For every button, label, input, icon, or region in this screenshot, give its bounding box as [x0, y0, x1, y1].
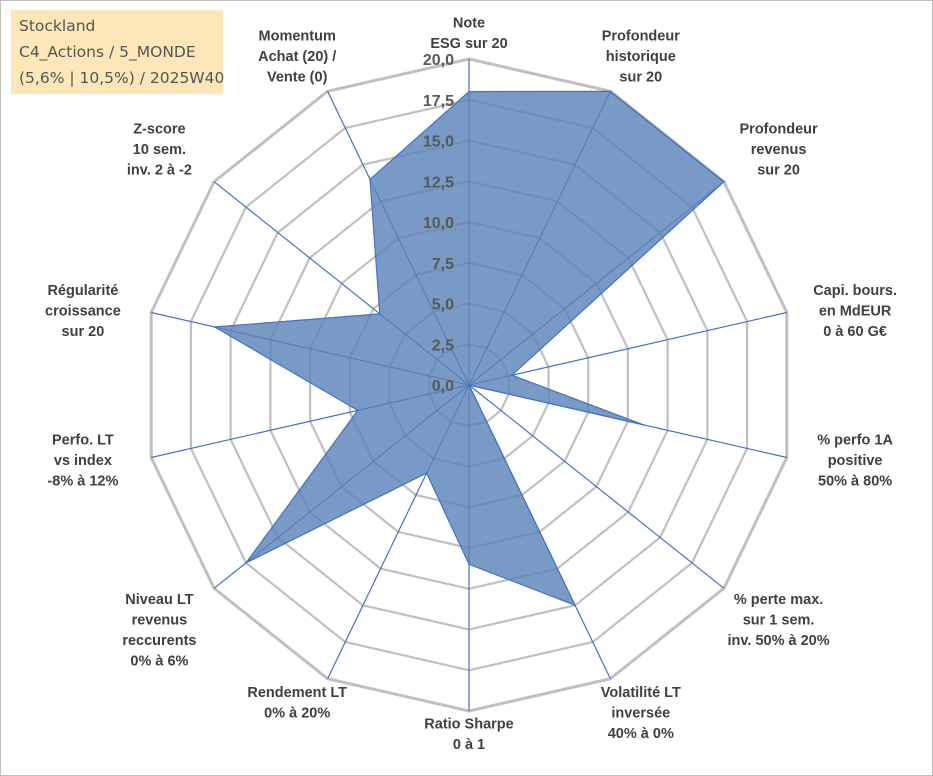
- tick-label-8: 20,0: [423, 52, 454, 69]
- axis-label-12-line-2: inv. 2 à -2: [127, 163, 192, 179]
- series-point-13: [369, 178, 371, 181]
- axis-label-0-line-1: ESG sur 20: [430, 36, 507, 52]
- axis-label-3-line-0: Capi. bours.: [813, 283, 897, 299]
- spoke-5: [468, 384, 725, 589]
- series-point-12: [379, 313, 381, 315]
- axis-label-3: Capi. bours. en MdEUR 0 à 60 G€: [813, 283, 897, 340]
- series-point-1: [609, 90, 612, 93]
- series-point-11: [213, 326, 216, 328]
- axis-label-2-line-2: sur 20: [757, 163, 800, 179]
- axis-label-10: Perfo. LT vs index -8% à 12%: [47, 433, 118, 490]
- axis-label-1-line-2: sur 20: [619, 69, 662, 85]
- series-point-3: [511, 374, 513, 377]
- axis-label-9-line-2: reccurents: [122, 633, 196, 649]
- axis-label-10-line-0: Perfo. LT: [52, 433, 114, 449]
- axis-label-7-line-0: Ratio Sharpe: [424, 717, 513, 733]
- axis-label-12-line-0: Z-score: [133, 122, 185, 138]
- axis-label-8-line-0: Rendement LT: [247, 685, 347, 701]
- tick-label-3: 7,5: [432, 256, 454, 273]
- axis-label-7-line-1: 0 à 1: [453, 737, 485, 753]
- axis-label-6-line-2: 40% à 0%: [608, 726, 674, 742]
- axis-label-1: Profondeur historique sur 20: [602, 28, 680, 85]
- axis-label-12-line-1: 10 sem.: [133, 142, 186, 158]
- title-line-2: C4_Actions / 5_MONDE: [19, 43, 196, 61]
- title-box: Stockland C4_Actions / 5_MONDE (5,6% | 1…: [11, 10, 225, 94]
- axis-label-5: % perte max. sur 1 sem. inv. 50% à 20%: [728, 592, 830, 649]
- axis-label-9-line-1: revenus: [132, 613, 188, 629]
- axis-label-13-line-0: Momentum: [259, 28, 336, 44]
- axis-label-0: Note ESG sur 20: [430, 16, 507, 53]
- axis-label-9-line-3: 0% à 6%: [130, 654, 188, 670]
- series-point-8: [425, 472, 428, 474]
- radial-tick-labels: 0,0 2,5 5,0 7,5 10,0 12,5 15,0 17,5 20,0: [423, 52, 454, 395]
- axis-label-4-line-2: 50% à 80%: [818, 474, 892, 490]
- series-area: [212, 90, 725, 607]
- tick-label-2: 5,0: [432, 297, 454, 314]
- axis-label-7: Ratio Sharpe 0 à 1: [424, 717, 513, 754]
- axis-label-3-line-1: en MdEUR: [819, 304, 892, 320]
- spoke-3: [468, 311, 787, 386]
- axis-label-4: % perfo 1A positive 50% à 80%: [817, 433, 893, 490]
- axis-label-10-line-2: -8% à 12%: [47, 474, 118, 490]
- axis-label-5-line-2: inv. 50% à 20%: [728, 633, 830, 649]
- axis-label-8-line-1: 0% à 20%: [264, 706, 330, 722]
- axis-label-6: Volatilité LT inversée 40% à 0%: [601, 685, 681, 742]
- axis-label-13-line-1: Achat (20) /: [258, 49, 336, 65]
- axis-label-8: Rendement LT 0% à 20%: [247, 685, 347, 722]
- radar-series: [212, 90, 725, 607]
- tick-label-1: 2,5: [432, 337, 454, 354]
- axis-label-10-line-1: vs index: [54, 453, 112, 469]
- axis-label-11: Régularité croissance sur 20: [45, 283, 121, 340]
- tick-label-6: 15,0: [423, 134, 454, 151]
- axis-label-9-line-0: Niveau LT: [125, 592, 193, 608]
- axis-label-6-line-0: Volatilité LT: [601, 685, 681, 701]
- tick-label-5: 12,5: [423, 174, 454, 191]
- axis-label-4-line-1: positive: [828, 453, 883, 469]
- axis-label-1-line-0: Profondeur: [602, 28, 680, 44]
- axis-label-1-line-1: historique: [606, 49, 676, 65]
- axis-label-5-line-1: sur 1 sem.: [743, 613, 815, 629]
- series-point-10: [357, 409, 359, 412]
- axis-label-13-line-2: Vente (0): [267, 69, 328, 85]
- axis-label-0-line-0: Note: [453, 16, 485, 32]
- axis-label-2: Profondeur revenus sur 20: [740, 122, 818, 179]
- series-point-2: [723, 180, 725, 183]
- axis-label-9: Niveau LT revenus reccurents 0% à 6%: [122, 592, 196, 670]
- series-point-4: [643, 424, 645, 426]
- axis-label-11-line-0: Régularité: [47, 283, 118, 299]
- series-point-7: [468, 563, 470, 566]
- series-point-6: [574, 604, 576, 607]
- axis-label-2-line-0: Profondeur: [740, 122, 818, 138]
- axis-labels: Note ESG sur 20 Profondeur historique sur 20…: [45, 16, 897, 754]
- axis-label-12: Z-score 10 sem. inv. 2 à -2: [127, 122, 192, 179]
- axis-label-2-line-1: revenus: [751, 142, 807, 158]
- tick-label-7: 17,5: [423, 93, 454, 110]
- axis-label-6-line-1: inversée: [611, 706, 670, 722]
- axis-label-13: Momentum Achat (20) / Vente (0): [258, 28, 336, 85]
- series-point-9: [245, 562, 247, 564]
- series-point-0: [468, 90, 470, 93]
- tick-label-0: 0,0: [432, 378, 454, 395]
- axis-label-5-line-0: % perte max.: [734, 592, 823, 608]
- axis-label-3-line-2: 0 à 60 G€: [823, 324, 887, 340]
- axis-label-11-line-1: croissance: [45, 304, 121, 320]
- axis-label-11-line-2: sur 20: [62, 324, 105, 340]
- series-point-5: [468, 384, 470, 386]
- axis-label-4-line-0: % perfo 1A: [817, 433, 893, 449]
- tick-label-4: 10,0: [423, 215, 454, 232]
- title-line-3: (5,6% | 10,5%) / 2025W40: [19, 69, 225, 87]
- title-line-1: Stockland: [19, 17, 96, 35]
